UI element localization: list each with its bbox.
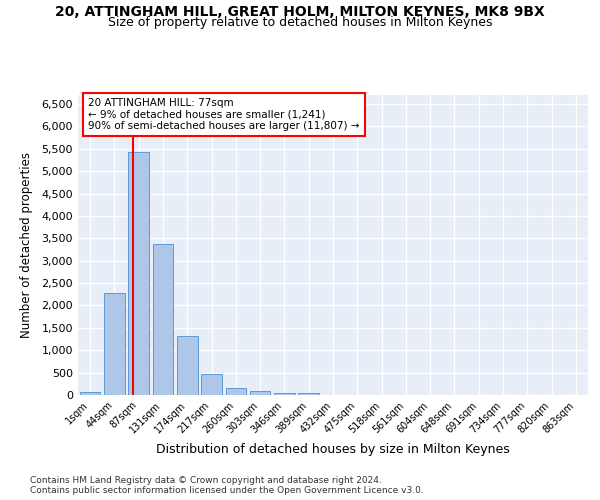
Bar — [298, 393, 319, 395]
Text: Distribution of detached houses by size in Milton Keynes: Distribution of detached houses by size … — [156, 442, 510, 456]
Text: 20, ATTINGHAM HILL, GREAT HOLM, MILTON KEYNES, MK8 9BX: 20, ATTINGHAM HILL, GREAT HOLM, MILTON K… — [55, 5, 545, 19]
Bar — [177, 336, 197, 395]
Bar — [128, 152, 149, 395]
Bar — [250, 392, 271, 395]
Text: Contains HM Land Registry data © Crown copyright and database right 2024.: Contains HM Land Registry data © Crown c… — [30, 476, 382, 485]
Y-axis label: Number of detached properties: Number of detached properties — [20, 152, 33, 338]
Bar — [274, 392, 295, 395]
Bar — [152, 244, 173, 395]
Text: 20 ATTINGHAM HILL: 77sqm
← 9% of detached houses are smaller (1,241)
90% of semi: 20 ATTINGHAM HILL: 77sqm ← 9% of detache… — [88, 98, 360, 131]
Text: Contains public sector information licensed under the Open Government Licence v3: Contains public sector information licen… — [30, 486, 424, 495]
Bar — [80, 392, 100, 395]
Bar — [226, 388, 246, 395]
Bar — [104, 293, 125, 395]
Bar — [201, 374, 222, 395]
Text: Size of property relative to detached houses in Milton Keynes: Size of property relative to detached ho… — [108, 16, 492, 29]
